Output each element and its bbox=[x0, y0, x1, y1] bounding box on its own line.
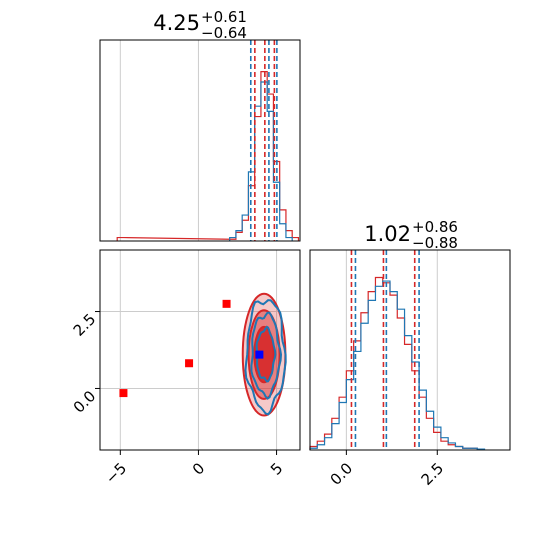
panel-bottom-right-frame bbox=[309, 249, 511, 451]
marker-red-0 bbox=[119, 389, 128, 398]
title-top-left-minus: −0.64 bbox=[201, 24, 247, 42]
panel-top-left: 4.25 +0.61 −0.64 bbox=[99, 8, 301, 242]
histogram-bottom-right-blue bbox=[309, 280, 486, 450]
xtick-label-left-1: 0 bbox=[189, 459, 208, 478]
title-bottom-right-value: 1.02 bbox=[364, 222, 411, 246]
contour-red-2 bbox=[253, 325, 275, 384]
ytick-label-1: 2.5 bbox=[70, 310, 100, 340]
xtick-label-left-2: 5 bbox=[267, 459, 286, 478]
histogram-top-left-red bbox=[116, 70, 300, 241]
histogram-top-left-blue bbox=[229, 81, 293, 241]
marker-red-2 bbox=[222, 299, 231, 308]
title-top-left-value: 4.25 bbox=[153, 11, 200, 35]
panel-bottom-right: 0.0 2.5 1.02 +0.86 −0.88 bbox=[309, 218, 511, 489]
xtick-label-left-0: −5 bbox=[102, 459, 130, 487]
title-top-left-plus: +0.61 bbox=[201, 8, 247, 26]
contour-blue-0 bbox=[244, 299, 287, 416]
panel-top-left-frame bbox=[99, 39, 301, 242]
title-bottom-right-plus: +0.86 bbox=[412, 218, 458, 236]
contour-blue-1 bbox=[250, 311, 283, 400]
panel-bottom-left-frame bbox=[99, 249, 301, 451]
title-bottom-right-minus: −0.88 bbox=[412, 234, 458, 252]
xtick-label-right-0: 0.0 bbox=[327, 459, 357, 489]
marker-blue bbox=[255, 350, 264, 359]
panel-bottom-left: −5 0 5 0.0 2.5 bbox=[70, 249, 301, 488]
ytick-label-0: 0.0 bbox=[70, 387, 100, 417]
xtick-label-right-1: 2.5 bbox=[418, 459, 448, 489]
marker-red-1 bbox=[185, 359, 194, 368]
